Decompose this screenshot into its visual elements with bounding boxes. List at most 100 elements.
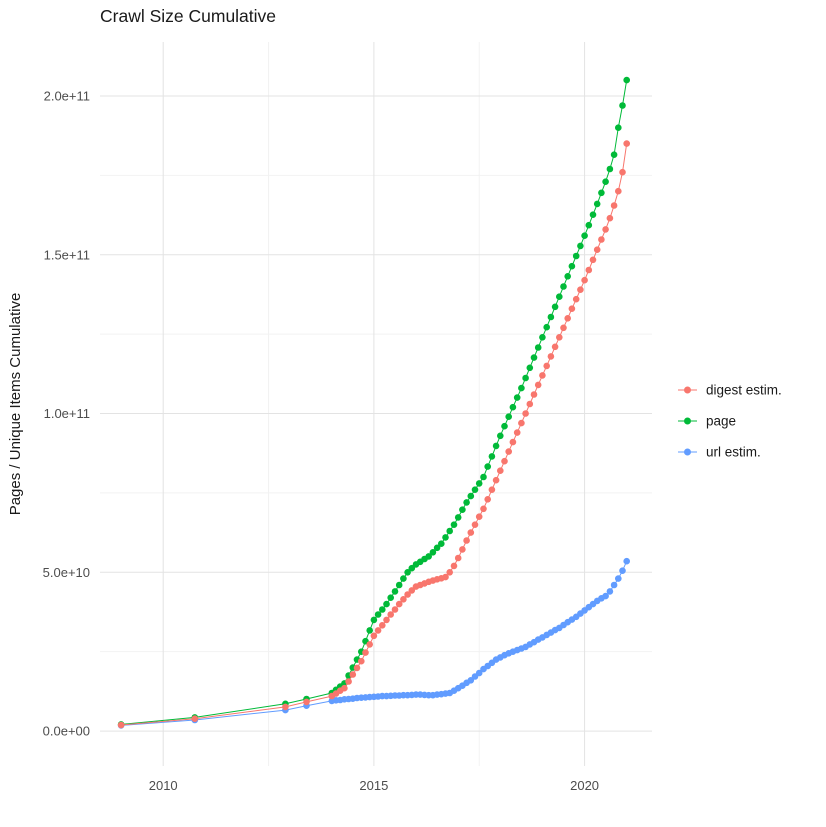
data-point-digest-estim: [488, 486, 496, 494]
legend-item-digest-estim: digest estim.: [678, 383, 782, 398]
axis-layer: 2010 2015 2020 0.0e+00 5.0e+10 1.0e+11 1.5e+11…: [43, 88, 599, 793]
data-point-page: [433, 544, 441, 552]
data-point-page: [513, 394, 521, 401]
data-point-page: [556, 293, 563, 301]
data-point-digest-estim: [610, 202, 618, 209]
data-point-digest-estim: [366, 641, 374, 648]
data-point-digest-estim: [577, 286, 584, 294]
data-point-page: [564, 273, 571, 280]
data-point-page: [619, 102, 626, 109]
data-point-digest-estim: [551, 343, 559, 351]
data-point-page: [539, 334, 546, 341]
data-point-digest-estim: [303, 698, 310, 706]
data-point-digest-estim: [492, 476, 500, 484]
data-point-digest-estim: [505, 448, 512, 455]
series-digest-estim: [117, 140, 630, 729]
legend-key-dot-digest-estim: [684, 386, 691, 394]
data-point-page: [585, 221, 593, 229]
y-tick-label: 1.5e+11: [44, 247, 90, 262]
chart-title: Crawl Size Cumulative: [100, 6, 276, 26]
x-tick-label: 2010: [149, 778, 178, 793]
data-point-page: [492, 442, 500, 450]
data-point-page: [446, 527, 454, 535]
y-tick-label: 1.0e+11: [44, 406, 90, 421]
data-point-url-estim: [619, 567, 626, 574]
data-point-digest-estim: [589, 256, 597, 264]
data-point-digest-estim: [602, 226, 609, 233]
data-point-digest-estim: [391, 606, 399, 613]
data-point-page: [454, 514, 462, 521]
data-point-page: [395, 581, 403, 589]
data-point-page: [602, 178, 609, 185]
y-tick-label: 0.0e+00: [43, 724, 90, 739]
data-point-digest-estim: [467, 529, 475, 536]
data-point-digest-estim: [530, 391, 538, 398]
data-point-digest-estim: [379, 622, 386, 629]
data-point-digest-estim: [556, 334, 563, 341]
data-point-url-estim: [610, 581, 618, 589]
legend-key-dot-page: [684, 417, 691, 425]
data-point-page: [606, 165, 614, 173]
data-point-digest-estim: [593, 246, 601, 253]
legend-label-digest-estim: digest estim.: [706, 383, 782, 398]
data-point-digest-estim: [513, 429, 521, 436]
data-point-page: [370, 616, 378, 624]
data-point-page: [623, 76, 630, 84]
data-point-digest-estim: [191, 715, 199, 722]
data-point-page: [488, 453, 496, 460]
data-point-url-estim: [615, 575, 622, 582]
data-point-digest-estim: [400, 596, 407, 603]
data-point-page: [366, 627, 374, 634]
series-page: [117, 76, 630, 728]
data-point-page: [408, 564, 416, 572]
data-point-page: [593, 200, 601, 208]
data-point-page: [615, 124, 622, 131]
data-point-page: [429, 549, 437, 556]
data-point-digest-estim: [547, 353, 555, 360]
data-point-url-estim: [606, 588, 614, 595]
data-point-page: [518, 384, 525, 392]
data-point-digest-estim: [606, 214, 614, 222]
data-point-page: [572, 252, 580, 260]
data-point-page: [400, 575, 407, 582]
data-point-page: [471, 486, 479, 494]
data-point-page: [450, 521, 458, 528]
data-point-digest-estim: [543, 362, 550, 370]
data-point-page: [425, 553, 433, 560]
data-point-digest-estim: [619, 168, 626, 176]
data-point-url-estim: [602, 592, 609, 600]
legend-label-page: page: [706, 414, 736, 429]
data-point-page: [577, 242, 584, 250]
data-point-digest-estim: [598, 236, 605, 243]
data-point-digest-estim: [471, 521, 479, 528]
data-point-digest-estim: [509, 438, 517, 446]
data-point-url-estim: [623, 557, 630, 565]
data-point-digest-estim: [518, 419, 525, 427]
data-point-page: [505, 413, 512, 421]
y-axis-title: Pages / Unique Items Cumulative: [7, 293, 24, 516]
data-point-digest-estim: [282, 703, 289, 711]
data-point-digest-estim: [615, 187, 622, 195]
data-point-digest-estim: [623, 140, 630, 147]
data-point-digest-estim: [501, 457, 508, 465]
data-point-digest-estim: [404, 591, 411, 598]
data-point-digest-estim: [454, 554, 462, 562]
data-point-digest-estim: [585, 266, 593, 274]
data-point-digest-estim: [345, 678, 352, 685]
data-point-page: [547, 313, 555, 321]
legend-item-url-estim: url estim.: [678, 445, 761, 460]
data-point-digest-estim: [353, 664, 361, 672]
data-point-page: [391, 588, 399, 595]
data-point-url-estim: [467, 677, 475, 684]
data-point-page: [581, 232, 588, 239]
data-point-page: [383, 600, 390, 608]
data-point-digest-estim: [374, 627, 382, 634]
data-point-page: [568, 262, 576, 270]
data-point-digest-estim: [572, 295, 580, 303]
data-point-page: [530, 354, 538, 361]
data-point-digest-estim: [539, 372, 546, 379]
data-point-page: [501, 422, 508, 430]
data-point-page: [475, 480, 483, 487]
data-point-page: [467, 492, 475, 500]
